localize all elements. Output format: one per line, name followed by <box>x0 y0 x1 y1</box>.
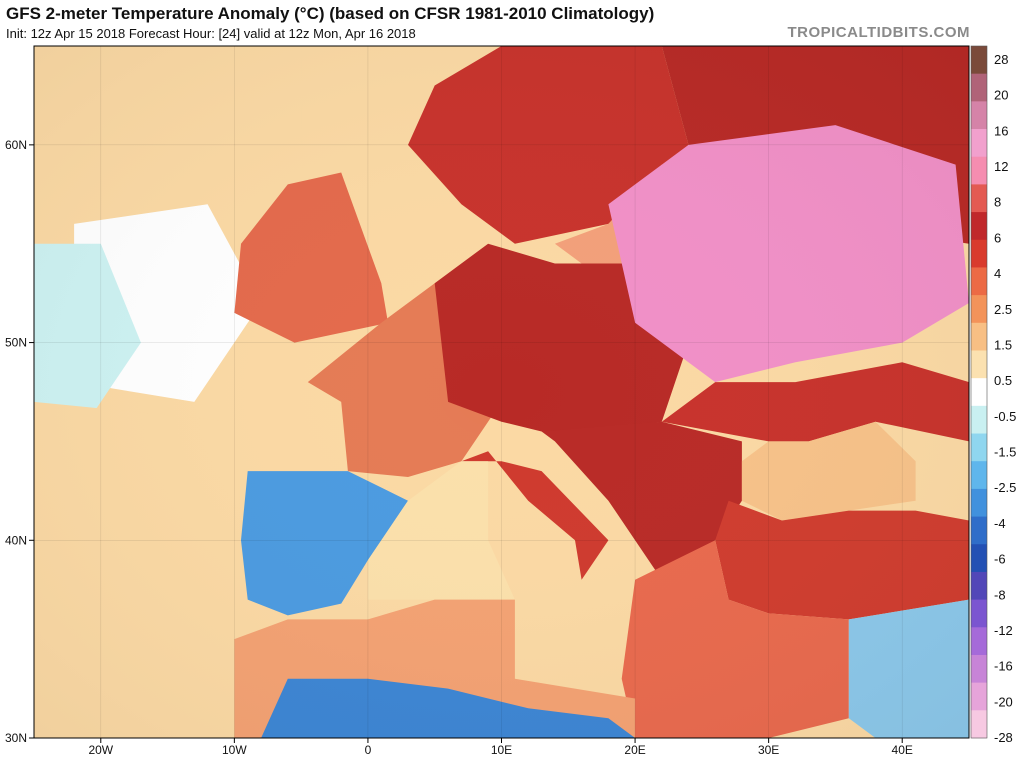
colorbar-label: 28 <box>994 52 1008 67</box>
colorbar-swatch <box>971 654 987 684</box>
lat-tick-label: 60N <box>5 138 27 152</box>
colorbar-label: 16 <box>994 123 1008 138</box>
colorbar-swatch <box>971 184 987 213</box>
colorbar-swatch <box>971 295 987 324</box>
colorbar-swatch <box>971 129 987 158</box>
colorbar-swatch <box>971 405 987 434</box>
colorbar-swatch <box>971 461 987 490</box>
colorbar-label: 2.5 <box>994 302 1012 317</box>
colorbar-label: -8 <box>994 587 1006 602</box>
lon-tick-label: 10W <box>222 743 247 757</box>
colorbar-label: 20 <box>994 88 1008 103</box>
colorbar-swatch <box>971 682 987 711</box>
colorbar-swatch <box>971 101 987 130</box>
colorbar-swatch <box>971 488 987 517</box>
colorbar-label: 1.5 <box>994 338 1012 353</box>
colorbar-swatch <box>971 627 987 656</box>
colorbar-label: -2.5 <box>994 480 1016 495</box>
colorbar-swatch <box>971 73 987 102</box>
colorbar-swatch <box>971 571 987 600</box>
colorbar-swatch <box>971 322 987 351</box>
colorbar-label: 6 <box>994 230 1001 245</box>
colorbar: 28 20 16 12 8 6 4 2.5 1.5 0.5 -0.5 -1.5 -2.5 -4 -6 -8 -1… <box>970 45 1016 745</box>
colorbar-frame <box>970 45 988 739</box>
lat-tick-label: 50N <box>5 336 27 350</box>
lon-tick-label: 10E <box>491 743 512 757</box>
colorbar-label: 0.5 <box>994 373 1012 388</box>
colorbar-label: -1.5 <box>994 445 1016 460</box>
lon-tick-label: 40E <box>892 743 913 757</box>
colorbar-label: -28 <box>994 730 1013 745</box>
lat-tick-label: 40N <box>5 533 27 547</box>
colorbar-swatch <box>971 378 987 407</box>
colorbar-swatch <box>971 267 987 296</box>
colorbar-swatch <box>971 156 987 185</box>
colorbar-label: 4 <box>994 266 1001 281</box>
colorbar-swatch <box>971 433 987 462</box>
colorbar-swatch <box>971 350 987 379</box>
lat-tick-label: 30N <box>5 731 27 745</box>
lon-tick-label: 0 <box>365 743 372 757</box>
colorbar-swatch <box>971 710 987 739</box>
brand-label: TROPICALTIDBITS.COM <box>787 24 970 41</box>
colorbar-label: 12 <box>994 159 1008 174</box>
colorbar-label: -20 <box>994 694 1013 709</box>
colorbar-swatch <box>971 212 987 241</box>
lon-tick-label: 20W <box>88 743 113 757</box>
colorbar-label: -6 <box>994 552 1006 567</box>
colorbar-label: -4 <box>994 516 1006 531</box>
axis-ticks: 20W 10W 0 10E 20E 30E 40E 60N 50N 40N 30N <box>5 138 913 757</box>
colorbar-label: 8 <box>994 195 1001 210</box>
lon-tick-label: 30E <box>758 743 779 757</box>
colorbar-swatch <box>971 544 987 573</box>
colorbar-swatch <box>971 46 987 75</box>
colorbar-label: -0.5 <box>994 409 1016 424</box>
colorbar-swatch <box>971 239 987 268</box>
map-subtitle: Init: 12z Apr 15 2018 Forecast Hour: [24… <box>6 26 416 41</box>
map-title: GFS 2-meter Temperature Anomaly (°C) (ba… <box>6 4 655 23</box>
colorbar-label: -12 <box>994 623 1013 638</box>
colorbar-swatch <box>971 516 987 545</box>
colorbar-swatch <box>971 599 987 628</box>
lon-tick-label: 20E <box>624 743 645 757</box>
colorbar-label: -16 <box>994 659 1013 674</box>
